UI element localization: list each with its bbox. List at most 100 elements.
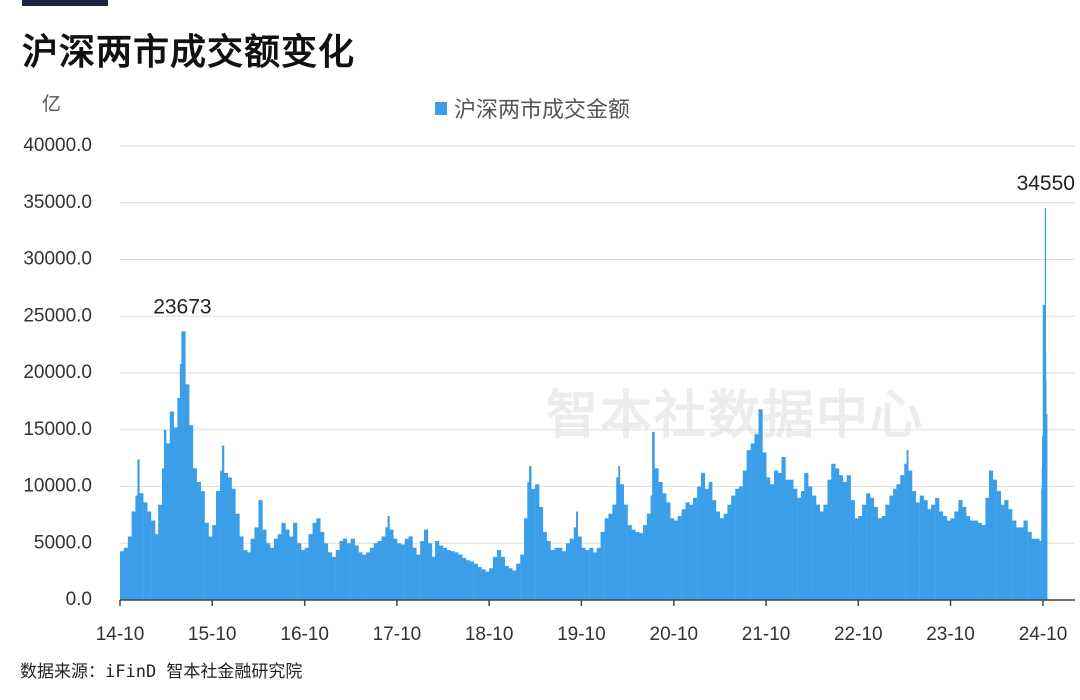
bar	[158, 504, 163, 600]
bar	[181, 331, 186, 600]
watermark-text: 智本社数据中心	[545, 386, 924, 446]
bar	[742, 470, 748, 600]
bar	[373, 543, 378, 600]
bar	[120, 551, 125, 600]
bar	[576, 511, 578, 600]
bar	[658, 481, 663, 600]
bar	[320, 531, 325, 600]
bar	[565, 543, 571, 600]
bar	[231, 488, 236, 600]
bar	[304, 547, 309, 600]
bar	[969, 520, 974, 600]
bar	[500, 556, 505, 600]
bar	[239, 536, 244, 600]
bar	[458, 554, 463, 600]
bar	[781, 456, 786, 600]
bar	[627, 525, 632, 600]
bar	[1008, 509, 1013, 600]
bar	[869, 497, 875, 600]
y-tick-label: 5000.0	[34, 532, 92, 553]
bar	[766, 477, 771, 600]
bar	[931, 504, 936, 600]
bar	[585, 550, 590, 600]
bar	[529, 466, 532, 600]
bar	[866, 493, 871, 600]
y-axis-tick-labels: 0.0 5000.0 10000.0 15000.0 20000.0 25000.0 300…	[23, 135, 92, 610]
x-tick-label: 21-10	[742, 624, 791, 645]
bar	[254, 527, 259, 600]
bar	[438, 545, 444, 600]
bar	[1004, 500, 1009, 600]
bar	[508, 568, 513, 600]
chart-title: 沪深两市成交额变化	[22, 32, 356, 73]
bar	[285, 529, 290, 600]
bar	[404, 538, 409, 600]
bar	[420, 540, 425, 600]
legend: 沪深两市成交金额	[435, 94, 631, 123]
bar	[173, 427, 178, 600]
bar	[346, 543, 351, 600]
bar	[762, 452, 767, 600]
bar	[538, 506, 544, 600]
bar	[911, 491, 917, 600]
bar	[635, 531, 640, 600]
bar	[516, 563, 521, 600]
bar	[185, 384, 190, 600]
bar	[442, 547, 448, 600]
bar	[769, 484, 775, 600]
bar	[804, 472, 809, 600]
bar	[546, 540, 551, 600]
bar	[327, 552, 333, 600]
bar	[542, 531, 547, 600]
bar	[681, 509, 686, 600]
legend-label: 沪深两市成交金额	[454, 98, 631, 123]
bar	[339, 540, 344, 600]
bar	[723, 513, 728, 600]
bar	[350, 538, 355, 600]
bar	[423, 529, 429, 600]
bar	[281, 522, 286, 600]
bar	[558, 547, 563, 600]
bar	[938, 511, 944, 600]
bar	[719, 518, 725, 600]
bar	[222, 445, 225, 600]
bar	[469, 561, 474, 600]
bar	[731, 495, 736, 600]
bar	[216, 491, 221, 600]
bar	[697, 486, 702, 600]
bar	[881, 516, 886, 600]
bar	[612, 504, 617, 600]
y-tick-label: 25000.0	[23, 305, 92, 326]
bar	[177, 397, 181, 600]
bar	[616, 477, 619, 600]
bar	[988, 470, 994, 600]
bar	[873, 506, 878, 600]
bar	[862, 504, 867, 600]
bar	[293, 522, 298, 600]
bar	[227, 477, 232, 600]
x-tick-label: 22-10	[834, 624, 883, 645]
bar	[689, 504, 694, 600]
y-axis-unit-label: 亿	[42, 93, 62, 115]
bar	[387, 516, 390, 600]
bar	[396, 543, 402, 600]
bar	[477, 567, 482, 600]
bar	[652, 432, 655, 600]
x-tick-label: 23-10	[926, 624, 975, 645]
bar	[700, 472, 706, 600]
bar	[127, 536, 133, 600]
bar	[973, 520, 978, 600]
bar	[831, 463, 836, 600]
bar	[618, 466, 621, 600]
x-tick-label: 20-10	[650, 624, 699, 645]
bar	[981, 525, 986, 600]
bar	[527, 481, 530, 600]
bar	[600, 531, 605, 600]
bar	[416, 554, 421, 600]
bar	[220, 470, 223, 600]
x-axis	[119, 599, 1075, 606]
bar	[161, 468, 165, 600]
bar	[1023, 520, 1028, 600]
bar	[950, 518, 955, 600]
bar	[200, 491, 205, 600]
